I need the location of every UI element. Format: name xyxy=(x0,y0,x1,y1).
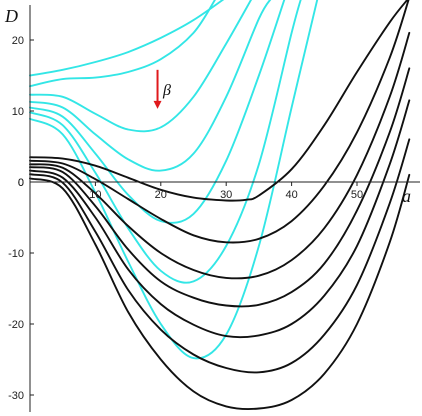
series-line-black-8 xyxy=(29,0,410,244)
y-tick-label: -30 xyxy=(8,390,24,402)
x-tick-label: 10 xyxy=(89,189,101,201)
series-group xyxy=(29,0,411,411)
series-line-cyan-3 xyxy=(29,0,272,172)
y-tick-label: 10 xyxy=(12,106,24,118)
beta-annotation-label: β xyxy=(162,82,171,99)
y-tick-label: -20 xyxy=(8,319,24,331)
y-tick-label: 20 xyxy=(12,35,24,47)
series-line-cyan-2 xyxy=(29,0,253,133)
series-line-black-10 xyxy=(29,67,411,308)
beta-arrow-head xyxy=(153,100,162,109)
series-line-black-9 xyxy=(29,31,411,280)
series-line-black-12 xyxy=(29,138,411,374)
series-line-cyan-5 xyxy=(29,0,302,284)
x-tick-label: 40 xyxy=(285,189,297,201)
series-line-black-13 xyxy=(29,173,411,411)
y-axis-title: D xyxy=(4,6,18,26)
y-tick-label: 0 xyxy=(18,177,24,189)
series-line-cyan-0 xyxy=(29,0,225,77)
x-tick-label: 20 xyxy=(155,189,167,201)
y-tick-label: 0 xyxy=(18,177,24,189)
series-line-cyan-6 xyxy=(29,0,319,360)
series-line-black-7 xyxy=(29,0,409,202)
x-axis-title: a xyxy=(402,186,411,206)
annotation-group xyxy=(153,69,162,109)
series-line-cyan-1 xyxy=(29,0,216,88)
y-tick-label: -10 xyxy=(8,248,24,260)
series-line-black-11 xyxy=(29,99,411,339)
x-tick-label: 30 xyxy=(220,189,232,201)
x-tick-label: 50 xyxy=(351,189,363,201)
